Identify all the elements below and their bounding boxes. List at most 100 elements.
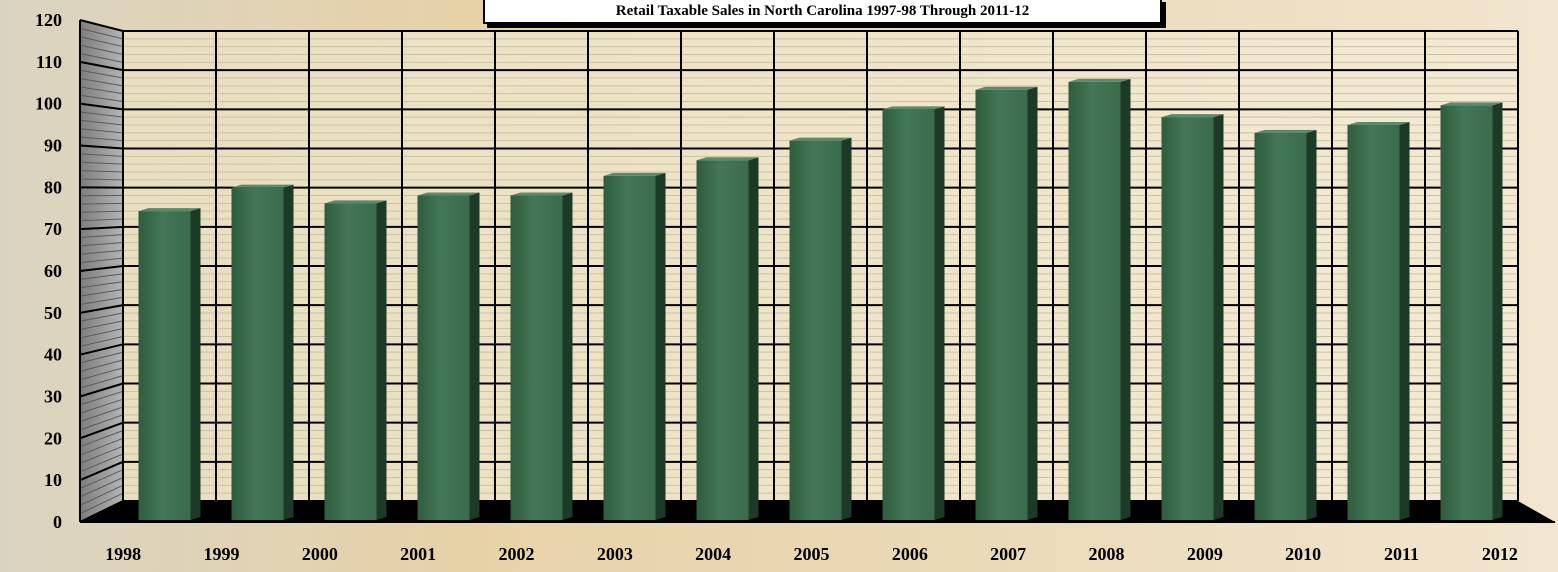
y-tick-label: 10 (44, 470, 62, 490)
bar-side (562, 192, 573, 520)
side-stripe (79, 273, 124, 280)
side-stripe (79, 289, 124, 297)
bar-side (283, 184, 294, 520)
side-stripe (79, 136, 124, 142)
bars (138, 78, 1503, 521)
side-stripe (79, 390, 124, 406)
bar-top (1161, 114, 1224, 118)
x-tick-label: 2006 (892, 544, 928, 564)
chart-title: Retail Taxable Sales in North Carolina 1… (483, 0, 1162, 24)
side-stripe (79, 27, 124, 40)
side-stripe (79, 86, 124, 95)
x-tick-label: 2009 (1187, 544, 1223, 564)
y-tick-label: 0 (53, 512, 62, 532)
bar (882, 106, 945, 520)
x-tick-label: 2007 (990, 544, 1026, 564)
side-stripe (79, 178, 124, 181)
x-tick-label: 2012 (1482, 544, 1518, 564)
side-major-gridline (79, 144, 124, 150)
side-major-gridline (79, 343, 124, 356)
bar-side (190, 208, 201, 520)
side-stripe (79, 367, 124, 381)
x-tick-label: 2002 (499, 544, 535, 564)
side-stripe (79, 44, 124, 55)
side-stripe (79, 210, 124, 213)
side-stripe (79, 445, 124, 464)
bar (975, 86, 1038, 520)
bar (789, 137, 852, 520)
bar-side (1027, 86, 1038, 520)
bar-side (748, 157, 759, 520)
side-stripe (79, 281, 124, 289)
bar (603, 172, 666, 520)
side-stripe (79, 153, 124, 157)
y-tick-label: 90 (44, 136, 62, 156)
bar-top (1440, 102, 1503, 106)
bar-face (603, 175, 656, 520)
bar-side (1213, 114, 1224, 521)
side-stripe (79, 202, 124, 205)
bar-top (510, 192, 573, 196)
y-tick-label: 50 (44, 303, 62, 323)
side-stripe (79, 170, 124, 173)
bar-side (1306, 129, 1317, 521)
side-major-gridline (79, 382, 124, 398)
bar-face (417, 195, 470, 520)
bar-face (231, 187, 284, 520)
x-tick-label: 2000 (302, 544, 338, 564)
bar-face (138, 211, 191, 520)
bar (510, 192, 573, 520)
side-stripe (79, 119, 124, 126)
bar (1347, 122, 1410, 520)
x-tick-label: 2010 (1285, 544, 1321, 564)
bar (1068, 78, 1131, 521)
x-tick-label: 2003 (597, 544, 633, 564)
side-stripe (79, 242, 124, 247)
side-stripe (79, 469, 124, 489)
bar-face (324, 203, 377, 521)
bar-face (789, 140, 842, 520)
bar (1254, 129, 1317, 521)
side-stripe (79, 398, 124, 414)
x-tick-label: 2011 (1384, 544, 1419, 564)
bar-top (417, 192, 480, 196)
side-stripe (79, 375, 124, 389)
bar (1161, 114, 1224, 521)
x-tick-label: 1999 (204, 544, 240, 564)
bar-top (975, 86, 1038, 90)
side-stripe (79, 52, 124, 63)
y-tick-label: 40 (44, 345, 62, 365)
side-stripe (79, 78, 124, 87)
side-stripe (79, 406, 124, 423)
bar-side (1492, 102, 1503, 521)
side-major-gridline (79, 19, 124, 32)
bar-side (1399, 122, 1410, 520)
x-tick-label: 2001 (400, 544, 436, 564)
side-stripe (79, 484, 124, 506)
bar-side (376, 200, 387, 521)
side-stripe (79, 36, 124, 48)
side-stripe (79, 328, 124, 339)
side-stripe (79, 312, 124, 322)
side-major-gridline (79, 460, 124, 482)
side-stripe (79, 437, 124, 456)
side-major-gridline (79, 304, 124, 314)
side-stripe (79, 320, 124, 331)
bar-side (841, 137, 852, 520)
bar-face (1440, 105, 1493, 521)
bar-top (324, 200, 387, 204)
side-stripe (79, 492, 124, 515)
side-stripe (79, 218, 124, 222)
side-stripe (79, 359, 124, 372)
side-stripe (79, 257, 124, 264)
side-major-gridline (79, 265, 124, 272)
bar-top (882, 106, 945, 110)
bar-face (510, 195, 563, 520)
bar-top (138, 208, 201, 212)
bar-side (934, 106, 945, 520)
bar (696, 157, 759, 520)
bar-top (696, 157, 759, 161)
bar-top (1068, 78, 1131, 82)
side-major-gridline (79, 102, 124, 111)
